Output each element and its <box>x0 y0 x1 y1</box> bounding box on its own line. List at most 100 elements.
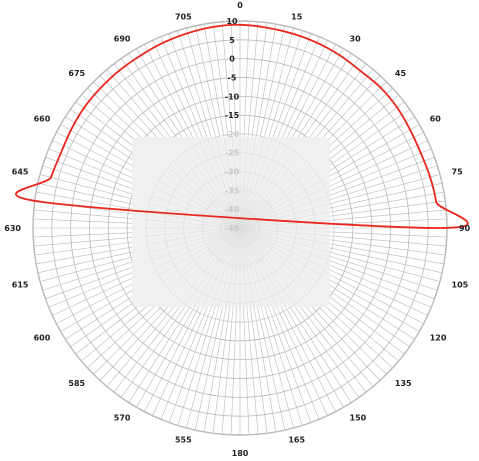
data-point <box>265 26 268 29</box>
inner-grid-spoke <box>158 180 241 229</box>
inner-grid-spoke <box>215 227 241 319</box>
radial-tick-label: 10 <box>226 17 238 26</box>
angle-tick-label: 615 <box>12 281 29 290</box>
angle-tick-label: 135 <box>395 379 412 388</box>
inner-grid-spoke <box>239 227 329 261</box>
inner-grid-spoke <box>239 167 313 229</box>
radial-tick-label: -30 <box>225 168 240 177</box>
data-point <box>419 152 422 155</box>
inner-grid-spoke <box>239 227 334 237</box>
inner-grid-spoke <box>239 227 333 245</box>
inner-grid-spoke <box>200 142 241 229</box>
angle-tick-label: 75 <box>452 167 464 176</box>
angle-tick-labels: 0153045607590105120135150165180555570585… <box>4 1 470 458</box>
data-point <box>435 201 438 204</box>
inner-grid-spoke <box>239 135 257 229</box>
angle-tick-label: 645 <box>12 167 29 176</box>
inner-grid-spoke <box>239 161 307 229</box>
inner-grid-spoke <box>223 135 241 229</box>
angle-tick-label: 15 <box>291 13 303 22</box>
inner-grid-spoke <box>149 227 241 253</box>
inner-grid-spoke <box>239 227 313 289</box>
data-point <box>50 176 52 179</box>
radial-tick-labels: 10 5 0 -5 -10 -15 -20 -25 -30 -35 -40 -45 <box>225 17 240 233</box>
angle-tick-label: 180 <box>232 449 249 458</box>
radial-tick-label: -45 <box>225 224 240 233</box>
data-point <box>42 201 45 204</box>
inner-grid-spoke <box>207 227 241 317</box>
inner-grid-spoke <box>162 227 241 283</box>
data-point <box>379 86 382 89</box>
radial-tick-label: -20 <box>225 130 240 139</box>
inner-grid-spoke <box>154 188 241 229</box>
data-point <box>396 106 398 109</box>
inner-grid-spoke <box>162 173 241 229</box>
angle-tick-label: 150 <box>350 414 367 423</box>
angle-tick-label: 660 <box>34 115 51 124</box>
radial-tick-label: -40 <box>225 205 240 214</box>
inner-grid-spoke <box>223 227 241 321</box>
inner-grid-spoke <box>207 139 241 229</box>
angle-tick-label: 570 <box>114 414 131 423</box>
inner-grid-spoke <box>200 227 241 314</box>
data-point <box>59 152 62 155</box>
angle-tick-label: 0 <box>237 1 243 10</box>
radial-tick-label: -5 <box>228 73 237 82</box>
inner-grid-spoke <box>231 134 241 229</box>
inner-grid-spoke <box>154 227 241 268</box>
radial-tick-label: 0 <box>229 55 235 64</box>
angle-tick-label: 630 <box>4 224 21 233</box>
radial-tick-label: -10 <box>225 92 240 101</box>
inner-grid-spoke <box>239 227 280 314</box>
inner-grid-spoke <box>239 227 295 306</box>
data-point <box>338 54 341 57</box>
inner-grid-spoke <box>151 227 241 261</box>
angle-tick-label: 120 <box>430 334 447 343</box>
inner-grid-spoke <box>192 227 241 310</box>
radial-tick-label: 5 <box>229 36 235 45</box>
inner-grid-spoke <box>147 211 241 229</box>
inner-grid-spoke <box>185 150 241 229</box>
radial-tick-label: -25 <box>225 149 240 158</box>
angle-tick-label: 45 <box>395 69 407 78</box>
angle-tick-label: 555 <box>175 436 192 445</box>
inner-grid <box>145 133 335 323</box>
inner-grid-spoke <box>239 137 265 229</box>
inner-grid-spoke <box>231 227 241 322</box>
inner-grid-spoke <box>239 227 265 319</box>
inner-grid-spoke <box>239 227 273 317</box>
inner-grid-spoke <box>239 139 273 229</box>
angle-tick-label: 675 <box>68 69 85 78</box>
inner-grid-spoke <box>239 227 318 283</box>
angle-tick-label: 60 <box>430 115 442 124</box>
series-layer <box>15 23 469 229</box>
data-point <box>315 41 318 44</box>
data-point <box>438 227 440 229</box>
radial-tick-label: -15 <box>225 111 240 120</box>
inner-grid-spoke <box>239 188 326 229</box>
data-point <box>99 87 102 90</box>
data-point <box>69 129 72 132</box>
data-point <box>212 25 215 28</box>
inner-grid-spoke <box>239 150 295 229</box>
inner-grid-spoke <box>239 227 249 322</box>
data-point <box>409 128 412 131</box>
inner-grid-spoke <box>215 137 241 229</box>
inner-grid-spoke <box>146 219 241 229</box>
angle-tick-label: 30 <box>350 34 362 43</box>
inner-grid-spoke <box>147 227 241 245</box>
inner-grid-spoke <box>179 227 241 301</box>
inner-grid-spoke <box>239 134 249 229</box>
inner-grid-spoke <box>239 155 301 229</box>
inner-grid-spoke <box>239 180 322 229</box>
inner-grid-spoke <box>239 146 288 229</box>
data-point <box>186 32 189 35</box>
data-point <box>429 176 432 178</box>
inner-grid-spoke <box>179 155 241 229</box>
data-point <box>139 54 142 57</box>
inner-grid-spoke <box>185 227 241 306</box>
angle-tick-label: 690 <box>114 34 131 43</box>
inner-grid-spoke <box>239 211 333 229</box>
inner-grid-spoke <box>239 227 331 253</box>
angle-tick-label: 90 <box>459 224 471 233</box>
